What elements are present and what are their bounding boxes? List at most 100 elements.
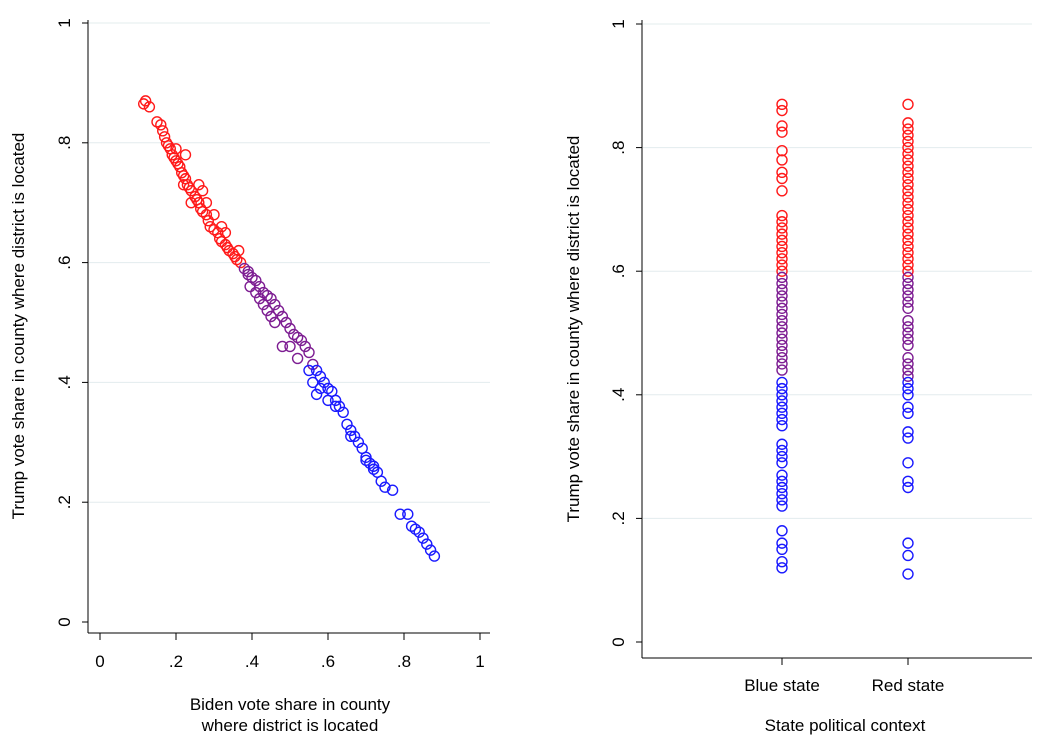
right-data-point	[902, 333, 914, 345]
right-data-point	[902, 358, 914, 370]
left-data-point	[208, 223, 220, 236]
left-data-point	[402, 508, 414, 520]
right-data-point	[776, 166, 788, 179]
right-data-point	[902, 203, 914, 216]
left-data-point	[156, 125, 169, 137]
left-data-point	[177, 179, 190, 191]
right-data-point	[776, 126, 788, 138]
left-data-point	[204, 220, 216, 233]
right-data-point	[902, 148, 914, 160]
left-y-tick-label: .6	[55, 256, 74, 270]
right-data-point	[902, 327, 914, 339]
right-data-point	[902, 432, 914, 444]
right-data-point	[902, 154, 914, 166]
left-data-point	[348, 430, 361, 443]
left-data-point	[310, 364, 323, 377]
right-data-point	[902, 191, 914, 203]
right-data-point	[902, 314, 914, 327]
left-data-point	[151, 116, 163, 128]
left-data-point	[337, 406, 349, 419]
right-data-point	[902, 160, 914, 172]
left-data-point	[208, 208, 220, 221]
right-data-point	[776, 525, 788, 537]
right-data-point	[902, 246, 914, 259]
right-x-axis-title: State political context	[765, 716, 926, 735]
right-data-point	[776, 352, 788, 364]
left-data-point	[291, 352, 304, 365]
left-data-point	[250, 286, 262, 299]
right-data-point	[902, 376, 914, 389]
left-y-axis-title: Trump vote share in county where distric…	[9, 133, 28, 520]
right-data-point	[776, 481, 788, 494]
right-data-point	[902, 197, 914, 209]
right-data-point	[902, 370, 914, 382]
right-data-point	[902, 537, 914, 549]
left-x-tick-label: .2	[169, 652, 183, 671]
right-data-point	[902, 185, 914, 197]
left-data-points	[137, 95, 441, 562]
left-data-point	[352, 436, 365, 448]
left-data-point	[386, 484, 399, 496]
right-data-point	[776, 500, 788, 512]
right-data-point	[776, 487, 788, 500]
right-category-label: Blue state	[744, 676, 820, 695]
left-data-point	[265, 310, 277, 323]
right-data-point	[776, 259, 788, 271]
left-data-point	[257, 286, 270, 299]
right-data-point	[902, 426, 914, 438]
right-data-point	[902, 178, 914, 191]
right-y-tick-label: 0	[609, 637, 628, 646]
left-data-point	[137, 98, 150, 110]
right-data-point	[776, 104, 788, 117]
left-data-point	[341, 418, 353, 431]
left-data-point	[284, 322, 296, 335]
right-data-point	[902, 253, 914, 265]
right-data-point	[902, 271, 914, 284]
right-data-point	[776, 376, 788, 389]
left-data-point	[394, 508, 406, 520]
left-x-axis-title-line-1: Biden vote share in county	[190, 695, 391, 714]
left-data-point	[170, 143, 182, 155]
right-data-point	[902, 141, 914, 154]
right-data-point	[902, 321, 914, 333]
left-data-point	[417, 532, 429, 544]
right-y-tick-label: 1	[609, 19, 628, 28]
left-x-axis-title-line-2: where district is located	[201, 716, 379, 735]
left-data-point	[360, 454, 372, 466]
left-data-point	[276, 340, 289, 353]
left-data-point	[202, 214, 215, 227]
left-y-tick-label: .8	[55, 136, 74, 150]
left-data-point	[280, 316, 292, 329]
left-data-point	[284, 340, 296, 353]
right-data-point	[776, 345, 788, 358]
right-data-point	[902, 117, 914, 129]
left-data-point	[322, 394, 334, 407]
left-data-point	[288, 328, 300, 341]
right-data-point	[902, 240, 914, 253]
right-gridlines	[643, 23, 1032, 519]
right-data-point	[776, 475, 788, 488]
left-y-tick-label: 0	[55, 617, 74, 626]
left-data-point	[242, 268, 254, 281]
right-data-point	[902, 216, 914, 228]
right-data-points	[776, 98, 914, 580]
left-data-point	[329, 400, 342, 413]
right-data-point	[776, 364, 788, 376]
left-y-ticks: 0 .2 .4 .6 .8 1	[55, 18, 88, 627]
left-data-point	[428, 550, 441, 562]
left-data-point	[257, 298, 270, 311]
right-data-point	[902, 407, 914, 420]
left-data-point	[295, 334, 308, 347]
right-x-ticks: Blue state Red state	[744, 658, 944, 695]
left-data-point	[424, 544, 437, 556]
left-data-point	[421, 538, 433, 550]
left-data-point	[409, 523, 422, 535]
right-data-point	[776, 413, 788, 426]
right-data-point	[902, 129, 914, 141]
right-data-point	[776, 284, 788, 296]
left-data-point	[179, 149, 192, 161]
left-data-point	[322, 382, 334, 395]
right-data-point	[776, 265, 788, 277]
right-data-point	[776, 290, 788, 302]
right-data-point	[776, 253, 788, 265]
